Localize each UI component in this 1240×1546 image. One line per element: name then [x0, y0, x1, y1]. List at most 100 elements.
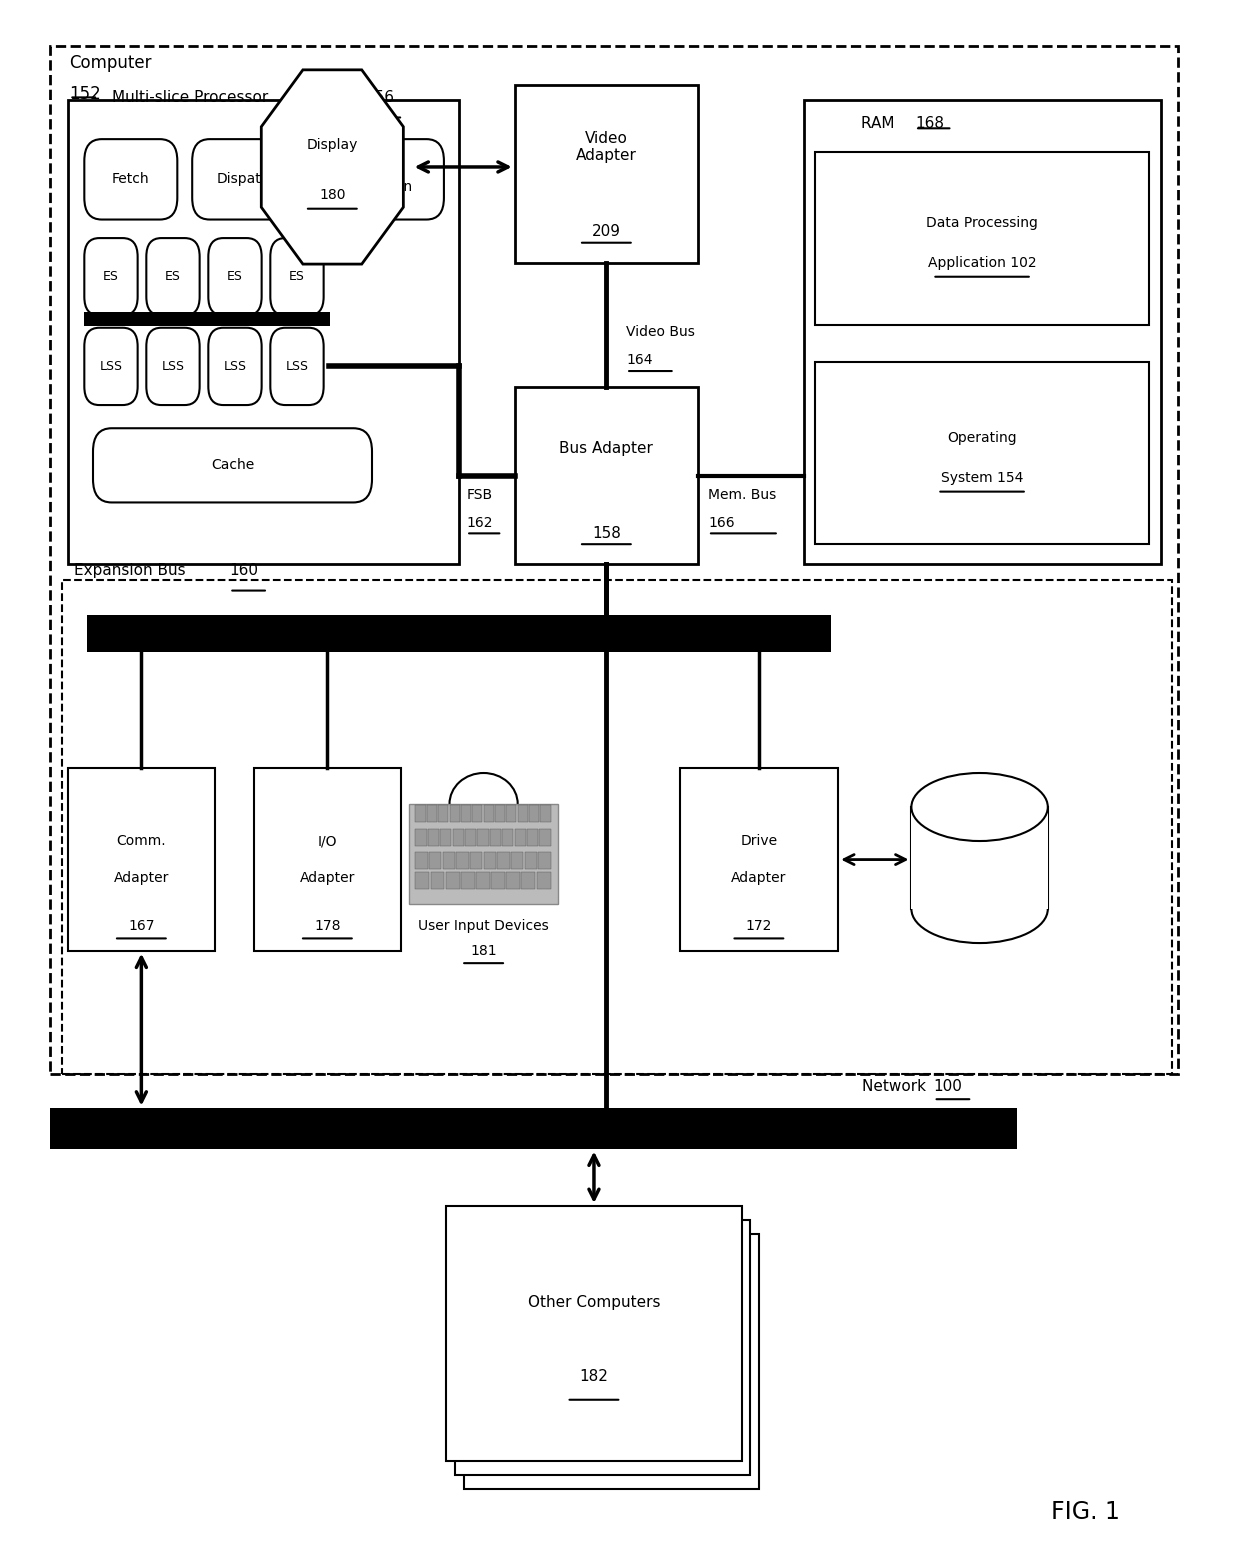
Bar [50, 1108, 1017, 1149]
Text: Computer: Computer [69, 54, 153, 73]
Bar [415, 852, 428, 869]
Bar [490, 829, 501, 846]
Text: Multi-slice Processor: Multi-slice Processor [112, 90, 273, 105]
FancyBboxPatch shape [270, 238, 324, 315]
Text: 182: 182 [579, 1370, 609, 1384]
Bar [472, 805, 482, 822]
Bar [415, 805, 425, 822]
Bar [804, 100, 1161, 564]
Bar [506, 872, 521, 889]
FancyBboxPatch shape [93, 428, 372, 502]
Bar [491, 872, 505, 889]
Bar [415, 872, 429, 889]
Text: 166: 166 [708, 515, 734, 530]
Bar [484, 852, 496, 869]
Bar [518, 805, 528, 822]
Bar [502, 829, 513, 846]
Bar [538, 852, 551, 869]
Text: Network: Network [862, 1079, 931, 1095]
Text: 160: 160 [229, 563, 258, 578]
Text: Bus Adapter: Bus Adapter [559, 441, 653, 456]
Bar [495, 805, 505, 822]
Bar [445, 872, 460, 889]
Text: Drive: Drive [740, 833, 777, 849]
Text: 158: 158 [591, 526, 621, 541]
Bar [430, 872, 444, 889]
Text: Adapter: Adapter [114, 870, 169, 886]
Text: User Input Devices: User Input Devices [418, 918, 549, 934]
Bar [506, 805, 516, 822]
FancyBboxPatch shape [146, 328, 200, 405]
Bar [415, 829, 427, 846]
Bar [428, 829, 439, 846]
FancyBboxPatch shape [84, 238, 138, 315]
Bar [455, 1220, 750, 1475]
Text: Adapter: Adapter [300, 870, 355, 886]
Text: Video Bus: Video Bus [626, 325, 696, 340]
Text: 167: 167 [128, 918, 155, 934]
Bar [911, 807, 1048, 909]
Text: Application 102: Application 102 [928, 255, 1037, 271]
Text: 180: 180 [319, 187, 346, 203]
Bar [453, 829, 464, 846]
Text: LSS: LSS [99, 360, 123, 373]
Bar [497, 852, 510, 869]
Text: Adapter: Adapter [732, 870, 786, 886]
Text: 152: 152 [69, 85, 102, 104]
FancyBboxPatch shape [314, 139, 444, 220]
Bar [427, 805, 436, 822]
Text: 164: 164 [626, 352, 652, 368]
Ellipse shape [911, 773, 1048, 841]
Bar [446, 1206, 742, 1461]
Text: Operating: Operating [947, 430, 1017, 445]
Bar [477, 829, 489, 846]
Text: 181: 181 [470, 943, 497, 959]
Polygon shape [262, 70, 403, 264]
Text: ES: ES [103, 271, 119, 283]
FancyBboxPatch shape [192, 139, 301, 220]
Bar [537, 872, 551, 889]
Bar [461, 872, 475, 889]
Text: LSS: LSS [223, 360, 247, 373]
Text: System 154: System 154 [941, 470, 1023, 485]
Bar [429, 852, 441, 869]
Text: ES: ES [227, 271, 243, 283]
Bar [470, 852, 482, 869]
Bar [515, 829, 526, 846]
Bar [443, 852, 455, 869]
FancyBboxPatch shape [270, 328, 324, 405]
Bar [254, 768, 401, 951]
Text: Cache: Cache [211, 458, 254, 473]
FancyBboxPatch shape [84, 139, 177, 220]
Bar [527, 829, 538, 846]
Bar [529, 805, 539, 822]
Text: 168: 168 [915, 116, 944, 131]
Bar [515, 85, 698, 263]
Bar [511, 852, 523, 869]
Text: 170: 170 [966, 881, 993, 897]
Text: Display: Display [306, 138, 358, 153]
Bar [515, 386, 698, 564]
Text: I/O: I/O [317, 833, 337, 849]
Text: Other Computers: Other Computers [528, 1296, 660, 1311]
Bar [68, 100, 459, 564]
Text: 156: 156 [366, 90, 394, 105]
Text: 100: 100 [934, 1079, 962, 1095]
Bar [438, 805, 449, 822]
Text: LSS: LSS [285, 360, 309, 373]
Bar [450, 805, 460, 822]
Bar [484, 805, 494, 822]
Text: Fetch: Fetch [112, 172, 150, 187]
Bar [62, 580, 1172, 1074]
Bar [680, 768, 838, 951]
Bar [461, 805, 471, 822]
Bar [50, 46, 1178, 1074]
Bar [522, 872, 536, 889]
Bar [68, 768, 215, 951]
Bar [815, 152, 1149, 325]
Bar [409, 804, 558, 904]
Text: Dispatch: Dispatch [216, 172, 278, 187]
Text: Data Processing: Data Processing [926, 215, 1038, 230]
Text: FSB: FSB [466, 487, 492, 502]
FancyBboxPatch shape [84, 328, 138, 405]
